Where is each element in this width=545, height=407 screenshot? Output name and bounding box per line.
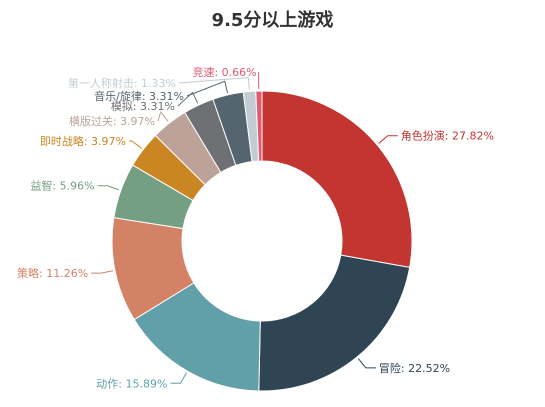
leader-line-8 — [186, 80, 228, 97]
data-label-3: 策略: 11.26% — [17, 266, 88, 280]
data-label-6: 横版过关: 3.97% — [69, 114, 155, 128]
slice-0[interactable] — [261, 90, 413, 269]
data-label-0: 角色扮演: 27.82% — [401, 129, 494, 143]
data-label-4: 益智: 5.96% — [30, 179, 94, 193]
leader-line-7 — [177, 91, 199, 107]
leader-line-3 — [91, 270, 114, 274]
data-label-9: 第一人称射击: 1.33% — [68, 76, 176, 90]
data-label-10: 竞速: 0.66% — [192, 65, 256, 79]
leader-line-4 — [97, 185, 120, 191]
data-label-8: 音乐/旋律: 3.31% — [94, 89, 184, 103]
data-label-5: 即时战略: 3.97% — [40, 134, 126, 148]
leader-line-2 — [170, 372, 187, 384]
leader-line-6 — [157, 110, 169, 122]
slice-10[interactable] — [255, 90, 263, 162]
leader-line-5 — [128, 140, 142, 149]
data-label-1: 冒险: 22.52% — [379, 361, 450, 375]
slice-1[interactable] — [258, 254, 411, 392]
leader-line-0 — [378, 135, 398, 144]
data-label-2: 动作: 15.89% — [96, 377, 167, 390]
data-label-7: 模拟: 3.31% — [111, 99, 175, 113]
leader-line-9 — [178, 77, 250, 90]
leader-line-1 — [357, 358, 376, 369]
chart-title: 9.5分以上游戏 — [211, 10, 334, 31]
